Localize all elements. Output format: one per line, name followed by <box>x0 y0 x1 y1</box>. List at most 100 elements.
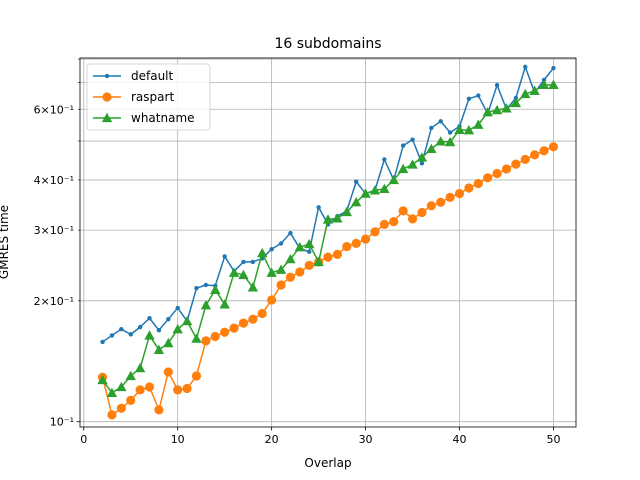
data-point-whatname <box>510 97 522 108</box>
data-point-default <box>494 82 500 88</box>
data-point-whatname <box>322 214 334 224</box>
data-point-whatname <box>416 152 428 162</box>
data-point-whatname <box>444 136 456 147</box>
data-point-whatname <box>369 185 381 195</box>
data-point-default <box>100 339 105 345</box>
x-tick-label: 50 <box>546 433 560 446</box>
grid <box>80 58 576 427</box>
data-point-raspart <box>267 295 277 305</box>
data-point-default <box>278 241 284 246</box>
data-point-raspart <box>445 192 455 202</box>
legend-box <box>86 63 211 131</box>
data-point-raspart <box>332 249 342 260</box>
data-point-whatname <box>548 79 559 90</box>
data-point-raspart <box>173 385 183 395</box>
y-axis: 10⁻¹ 2×10⁻¹ 3×10⁻¹ 4×10⁻¹ 6×10⁻¹ <box>34 58 80 429</box>
legend-label-whatname: whatname <box>131 111 195 125</box>
data-point-whatname <box>200 300 212 310</box>
data-point-whatname <box>388 174 399 185</box>
data-point-default <box>551 65 556 71</box>
data-point-whatname <box>134 362 146 373</box>
y-tick-label: 4×10⁻¹ <box>34 174 74 187</box>
data-point-raspart <box>182 383 192 394</box>
x-tick-label: 10 <box>171 433 185 446</box>
data-point-default <box>419 161 425 166</box>
data-point-raspart <box>276 280 286 290</box>
data-point-whatname <box>238 269 249 280</box>
data-point-default <box>447 130 453 135</box>
x-tick-label: 30 <box>359 433 373 446</box>
data-point-raspart <box>464 183 474 193</box>
data-point-default <box>476 93 481 98</box>
data-point-default <box>166 316 171 322</box>
data-point-raspart <box>360 234 371 244</box>
data-point-whatname <box>379 183 390 194</box>
data-point-default <box>316 205 321 210</box>
y-tick-label: 6×10⁻¹ <box>34 103 74 116</box>
series-whatname <box>97 79 559 397</box>
data-point-default <box>128 332 133 337</box>
data-point-whatname <box>97 374 108 385</box>
data-point-whatname <box>463 125 475 135</box>
x-tick-label: 20 <box>265 433 279 446</box>
data-point-whatname <box>397 163 409 174</box>
data-point-raspart <box>511 159 521 169</box>
x-axis: 0 10 20 30 40 50 <box>80 427 560 446</box>
data-point-whatname <box>172 323 183 334</box>
data-point-default <box>523 64 528 70</box>
data-point-default <box>466 96 472 102</box>
data-point-raspart <box>191 371 202 381</box>
data-point-default <box>288 230 293 236</box>
y-axis-label: GMRES time <box>0 205 11 279</box>
data-point-raspart <box>342 241 352 252</box>
data-point-whatname <box>501 103 512 113</box>
data-point-raspart <box>304 260 314 271</box>
data-point-default <box>269 246 274 252</box>
data-point-raspart <box>285 272 296 282</box>
data-point-raspart <box>135 385 145 395</box>
data-point-whatname <box>106 387 118 397</box>
data-point-whatname <box>482 106 493 117</box>
data-point-whatname <box>350 197 362 207</box>
data-point-default <box>382 157 387 162</box>
data-point-raspart <box>370 227 380 237</box>
data-point-raspart <box>389 217 399 227</box>
data-point-raspart <box>539 146 549 156</box>
data-point-whatname <box>247 282 259 292</box>
data-point-default <box>156 327 162 333</box>
data-point-whatname <box>473 119 484 129</box>
data-point-default <box>147 316 152 321</box>
data-point-default <box>250 259 256 265</box>
data-point-whatname <box>210 284 221 295</box>
data-point-whatname <box>163 337 174 348</box>
x-tick-label: 0 <box>80 433 87 446</box>
data-point-raspart <box>530 150 540 160</box>
chart-title: 16 subdomains <box>274 36 381 52</box>
data-point-raspart <box>492 168 502 179</box>
data-point-whatname <box>332 213 343 223</box>
data-point-whatname <box>360 188 371 198</box>
data-point-whatname <box>426 143 437 154</box>
data-point-whatname <box>435 136 446 146</box>
data-point-raspart <box>144 382 155 392</box>
data-point-whatname <box>144 330 155 340</box>
data-point-default <box>353 179 359 184</box>
data-point-raspart <box>483 173 493 183</box>
data-point-default <box>429 125 434 131</box>
data-point-whatname <box>266 267 277 277</box>
data-point-raspart <box>116 403 126 413</box>
data-point-raspart <box>417 207 427 218</box>
data-point-default <box>194 286 199 291</box>
data-point-default <box>203 282 209 288</box>
data-point-raspart <box>238 318 249 328</box>
y-tick-label: 10⁻¹ <box>50 416 74 429</box>
data-point-raspart <box>163 367 173 377</box>
data-point-whatname <box>520 88 531 99</box>
data-point-whatname <box>285 253 296 264</box>
data-point-whatname <box>407 159 418 169</box>
data-point-whatname <box>116 381 127 392</box>
data-point-default <box>137 324 143 330</box>
data-point-whatname <box>125 370 136 381</box>
data-point-whatname <box>304 238 315 249</box>
